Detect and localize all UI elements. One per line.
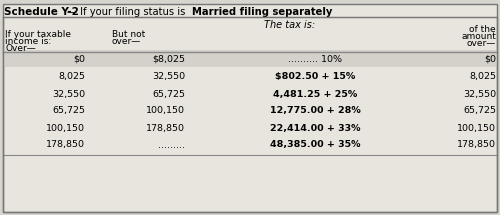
Text: 100,150: 100,150 <box>146 106 185 115</box>
Text: Over—: Over— <box>5 44 36 53</box>
Text: income is:: income is: <box>5 37 52 46</box>
Text: 32,550: 32,550 <box>52 89 85 98</box>
Text: 32,550: 32,550 <box>463 89 496 98</box>
Text: 65,725: 65,725 <box>463 106 496 115</box>
Text: .......... 10%: .......... 10% <box>288 54 342 63</box>
Text: 178,850: 178,850 <box>457 140 496 149</box>
Bar <box>3 49 497 66</box>
Text: over—: over— <box>467 39 496 48</box>
Text: 178,850: 178,850 <box>46 140 85 149</box>
Text: The tax is:: The tax is: <box>264 20 316 30</box>
Text: amount: amount <box>461 32 496 41</box>
Text: .........: ......... <box>158 140 185 149</box>
Text: $8,025: $8,025 <box>152 54 185 63</box>
Text: 65,725: 65,725 <box>152 89 185 98</box>
Text: Married filing separately: Married filing separately <box>192 7 332 17</box>
Text: 8,025: 8,025 <box>469 72 496 81</box>
Text: over—: over— <box>112 37 142 46</box>
Text: If your taxable: If your taxable <box>5 30 71 39</box>
Text: $802.50 + 15%: $802.50 + 15% <box>275 72 355 81</box>
Text: 32,550: 32,550 <box>152 72 185 81</box>
Text: $0: $0 <box>73 54 85 63</box>
Text: 48,385.00 + 35%: 48,385.00 + 35% <box>270 140 360 149</box>
Text: of the: of the <box>470 25 496 34</box>
Text: 22,414.00 + 33%: 22,414.00 + 33% <box>270 123 360 132</box>
Text: 65,725: 65,725 <box>52 106 85 115</box>
Text: Schedule Y-2: Schedule Y-2 <box>4 7 79 17</box>
Text: — If your filing status is: — If your filing status is <box>67 7 188 17</box>
Text: 12,775.00 + 28%: 12,775.00 + 28% <box>270 106 360 115</box>
Text: $0: $0 <box>484 54 496 63</box>
Text: 8,025: 8,025 <box>58 72 85 81</box>
Text: But not: But not <box>112 30 145 39</box>
Text: 178,850: 178,850 <box>146 123 185 132</box>
Text: 100,150: 100,150 <box>46 123 85 132</box>
Text: 4,481.25 + 25%: 4,481.25 + 25% <box>273 89 357 98</box>
Text: 100,150: 100,150 <box>457 123 496 132</box>
